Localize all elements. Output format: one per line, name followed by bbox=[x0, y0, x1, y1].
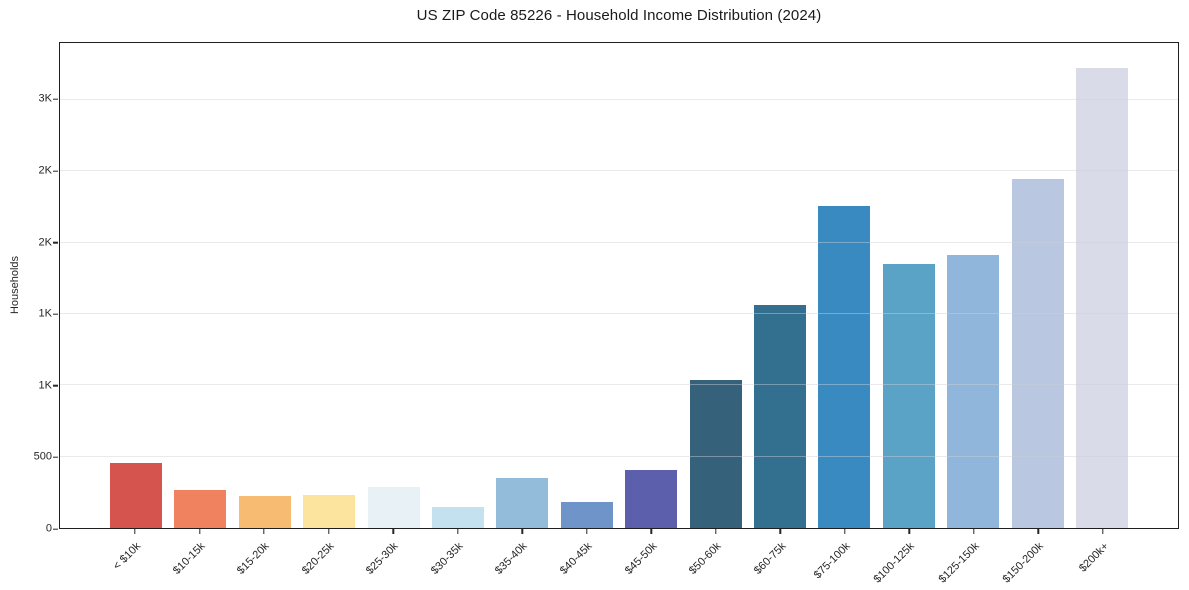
bar-< $10k bbox=[109, 463, 162, 528]
y-tick-label: 1K bbox=[38, 379, 52, 392]
x-tick-label: $150-200k bbox=[1001, 540, 1047, 586]
gridline-1000 bbox=[60, 384, 1178, 386]
x-tick-label: $35-40k bbox=[493, 540, 530, 577]
y-tick-mark bbox=[53, 241, 58, 244]
y-tick-marks bbox=[53, 42, 58, 530]
x-tick-mark bbox=[521, 529, 523, 534]
x-tick-marks bbox=[59, 529, 1179, 535]
x-tick-label: $40-45k bbox=[557, 540, 595, 577]
x-tick-label: $100-125k bbox=[871, 540, 918, 586]
y-tick-mark bbox=[53, 528, 58, 530]
bar-$60-75k bbox=[754, 305, 807, 528]
x-tick-label: $125-150k bbox=[936, 540, 982, 586]
x-tick-label: $50-60k bbox=[686, 540, 724, 577]
x-tick-label: $15-20k bbox=[235, 540, 272, 577]
x-tick-label: $200k+ bbox=[1076, 540, 1111, 575]
x-tick-mark bbox=[779, 529, 782, 534]
gridline-2000 bbox=[60, 241, 1178, 243]
bar-$20-25k bbox=[303, 495, 356, 528]
y-tick-mark bbox=[53, 313, 58, 315]
bar-$100-125k bbox=[882, 264, 935, 528]
y-tick-mark bbox=[53, 385, 58, 387]
gridline-2500 bbox=[60, 170, 1178, 172]
x-tick-label: $75-100k bbox=[811, 540, 853, 582]
x-tick-mark bbox=[1037, 529, 1040, 534]
x-tick-mark bbox=[586, 529, 588, 534]
bar-$35-40k bbox=[496, 478, 549, 528]
y-tick-label: 500 bbox=[33, 450, 52, 463]
x-tick-mark bbox=[844, 529, 846, 534]
x-tick-label: $20-25k bbox=[299, 540, 337, 577]
bar-$50-60k bbox=[689, 379, 742, 528]
y-tick-mark bbox=[53, 98, 58, 100]
x-tick-mark bbox=[715, 529, 717, 534]
x-tick-mark bbox=[198, 529, 201, 534]
y-tick-label: 1K bbox=[38, 307, 52, 320]
gridline-3000 bbox=[60, 99, 1178, 101]
y-tick-label: 0 bbox=[45, 522, 52, 535]
x-tick-labels: < $10k $10-15k $15-20k $20-25k $25-30k $30-35… bbox=[59, 538, 1179, 590]
y-tick-label: 2K bbox=[38, 236, 52, 249]
x-tick-mark bbox=[456, 529, 459, 534]
bar-$75-100k bbox=[818, 205, 871, 528]
x-tick-mark bbox=[134, 529, 136, 534]
gridline-1500 bbox=[60, 313, 1178, 315]
x-tick-label: $45-50k bbox=[622, 540, 660, 577]
x-tick-mark bbox=[1102, 529, 1104, 534]
x-tick-mark bbox=[263, 529, 265, 534]
x-tick-label: $30-35k bbox=[428, 540, 466, 577]
bar-$150-200k bbox=[1011, 178, 1064, 528]
chart-title: US ZIP Code 85226 - Household Income Dis… bbox=[416, 7, 822, 24]
x-tick-mark bbox=[650, 529, 652, 534]
gridline-500 bbox=[60, 455, 1178, 457]
y-tick-labels: 0 500 1K 1K 2K 2K 3K bbox=[0, 42, 52, 534]
plot-area bbox=[59, 42, 1179, 529]
bar-$10-15k bbox=[174, 490, 227, 528]
bar-$40-45k bbox=[560, 501, 613, 528]
bar-$45-50k bbox=[625, 469, 678, 528]
y-tick-label: 3K bbox=[38, 92, 52, 105]
bar-$25-30k bbox=[367, 486, 420, 528]
x-tick-mark bbox=[973, 529, 975, 534]
bar-$200k+ bbox=[1076, 67, 1129, 528]
bar-$30-35k bbox=[431, 506, 484, 528]
x-tick-label: < $10k bbox=[110, 540, 143, 573]
x-tick-mark bbox=[392, 529, 394, 534]
bar-$15-20k bbox=[238, 495, 291, 528]
x-tick-label: $60-75k bbox=[751, 540, 789, 577]
x-tick-label: $10-15k bbox=[170, 540, 208, 577]
bar-$125-150k bbox=[947, 254, 1000, 528]
x-tick-mark bbox=[327, 529, 330, 534]
y-tick-mark bbox=[53, 170, 58, 172]
y-tick-label: 2K bbox=[38, 164, 52, 177]
y-tick-mark bbox=[53, 456, 58, 459]
x-tick-label: $25-30k bbox=[364, 540, 401, 577]
x-tick-mark bbox=[908, 529, 911, 534]
